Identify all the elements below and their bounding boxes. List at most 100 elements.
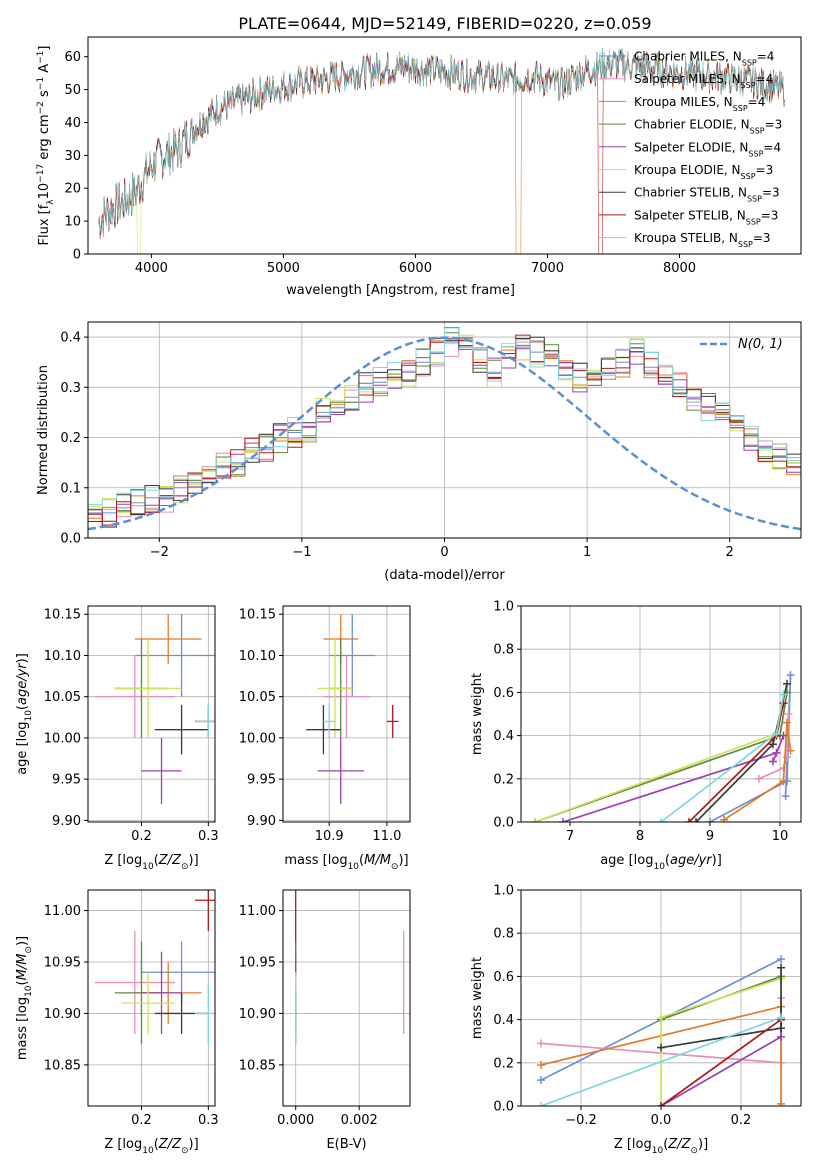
histogram-chabrier-elodie [88,332,801,538]
axes-frame [520,605,802,823]
weight-marker [755,774,763,783]
x-tick-label: 8 [636,829,644,844]
y-tick-label: 60 [64,50,81,65]
errorbar-chabrier-miles [134,614,215,697]
y-tick-label: 10.05 [44,690,81,705]
y-tick-label: 9.90 [247,814,276,829]
weight-series-kroupa-elodie [531,690,788,822]
y-tick-label: 0.3 [60,381,81,396]
errorbar-kroupa-stelib [194,704,215,738]
x-tick-label: 0.2 [131,829,152,844]
y-tick-label: 0.1 [60,481,81,496]
spectrum-legend: Chabrier MILES, NSSP=4 Salpeter MILES, NS… [599,50,782,249]
axes-frame [520,889,802,1107]
weight-marker [777,963,785,972]
plot-area-weight_vs_age [531,671,795,822]
errorbar-salpeter-miles [323,655,370,738]
weight-marker [781,792,790,801]
weight-marker [706,818,714,822]
y-tick-label: 30 [64,149,81,164]
weight-series-salpeter-stelib [685,699,788,822]
weight-line [660,1018,782,1106]
y-tick-label: 11.00 [239,904,276,919]
x-tick-label: 0 [440,545,448,560]
histogram-kroupa-stelib [88,327,801,538]
y-tick-label: 10.85 [44,1058,81,1073]
weight-line [562,735,785,822]
weight-marker [777,1013,785,1022]
errorbar-chabrier-miles [329,614,376,697]
weight-marker [784,710,793,718]
y-tick-label: 0.4 [60,331,81,346]
x-tick-label: 7000 [531,261,564,276]
spectrum-line-kroupa-stelib [98,48,785,237]
weight-marker [779,690,788,699]
x-axis-label: mass [log10(M/M⊙)] [284,853,408,872]
y-tick-label: 10.10 [239,649,276,664]
y-tick-label: 10.00 [44,731,81,746]
weight-marker [537,1060,545,1069]
weight-marker [685,818,693,822]
panel-residual_hist: −2 −1 0 1 2 0.0 0.1 0.2 0.3 0.4 (data-model)/error… [36,321,802,583]
x-tick-label: 0.2 [131,1113,152,1128]
y-tick-label: 0.4 [493,1013,514,1028]
x-tick-label: −2 [150,545,169,560]
histogram-salpeter-miles [88,337,801,538]
x-tick-label: 0.3 [198,829,219,844]
histogram-kroupa-elodie [88,334,801,538]
weight-marker [777,1099,785,1106]
weight-series-chabrier-stelib [657,963,785,1052]
y-tick-label: 0.6 [493,970,514,985]
axes-frame [87,321,802,539]
y-axis-label: age [log10(age/yr)] [15,653,34,775]
y-tick-label: 0.0 [60,532,81,547]
x-axis-label: Z [log10(Z/Z⊙)] [614,1137,708,1156]
weight-marker [559,818,567,822]
errorbar-kroupa-elodie [121,972,175,1034]
x-tick-label: 8000 [663,261,696,276]
weight-marker [537,1102,545,1106]
plot-area-spectrum [98,47,785,254]
y-tick-label: 20 [64,182,81,197]
x-tick-label: 10 [772,829,789,844]
errorbar-salpeter-miles [94,655,175,738]
weight-marker [779,731,788,740]
y-axis-label: Normed distribution [36,365,51,495]
weight-line [660,694,785,822]
x-axis-label: Z [log10(Z/Z⊙)] [104,853,198,872]
x-axis-label: Z [log10(Z/Z⊙)] [104,1137,198,1156]
x-tick-label: 9 [706,829,714,844]
x-axis-label: (data-model)/error [384,568,505,583]
y-tick-label: 10.90 [44,1007,81,1022]
weight-series-salpeter-elodie [559,731,788,822]
x-axis-label: wavelength [Angstrom, rest frame] [286,283,515,298]
x-tick-label: −1 [292,545,311,560]
legend-entry: Chabrier MILES, NSSP=4 [634,50,774,68]
weight-marker [772,729,781,738]
weight-marker [783,679,791,688]
weight-line [723,722,792,821]
legend-entry: Chabrier ELODIE, NSSP=3 [634,118,782,136]
panel-age_vs_Z: 0.2 0.3 9.90 9.95 10.00 10.05 10.10 10.15 Z [log… [15,605,219,872]
y-tick-label: 9.95 [52,773,81,788]
x-tick-label: 2 [726,545,734,560]
y-tick-label: 0.2 [493,1056,514,1071]
weight-line [660,977,782,1106]
y-tick-label: 10.05 [239,690,276,705]
histogram-salpeter-elodie [88,327,801,538]
errorbar-salpeter-miles [94,931,175,1034]
histogram-kroupa-miles [88,338,801,538]
y-tick-label: 0.8 [493,927,514,942]
y-tick-label: 10.85 [239,1058,276,1073]
y-tick-label: 0.0 [493,816,514,831]
errorbar-salpeter-stelib [386,704,399,738]
y-tick-label: 10 [64,215,81,230]
weight-marker [777,1032,785,1041]
figure-title: PLATE=0644, MJD=52149, FIBERID=0220, z=0… [238,14,651,33]
x-tick-label: −0.2 [565,1113,597,1128]
y-tick-label: 0.4 [493,729,514,744]
y-tick-label: 0.6 [493,686,514,701]
x-tick-label: 0.0 [651,1113,672,1128]
errorbar-salpeter-elodie [141,951,182,1034]
